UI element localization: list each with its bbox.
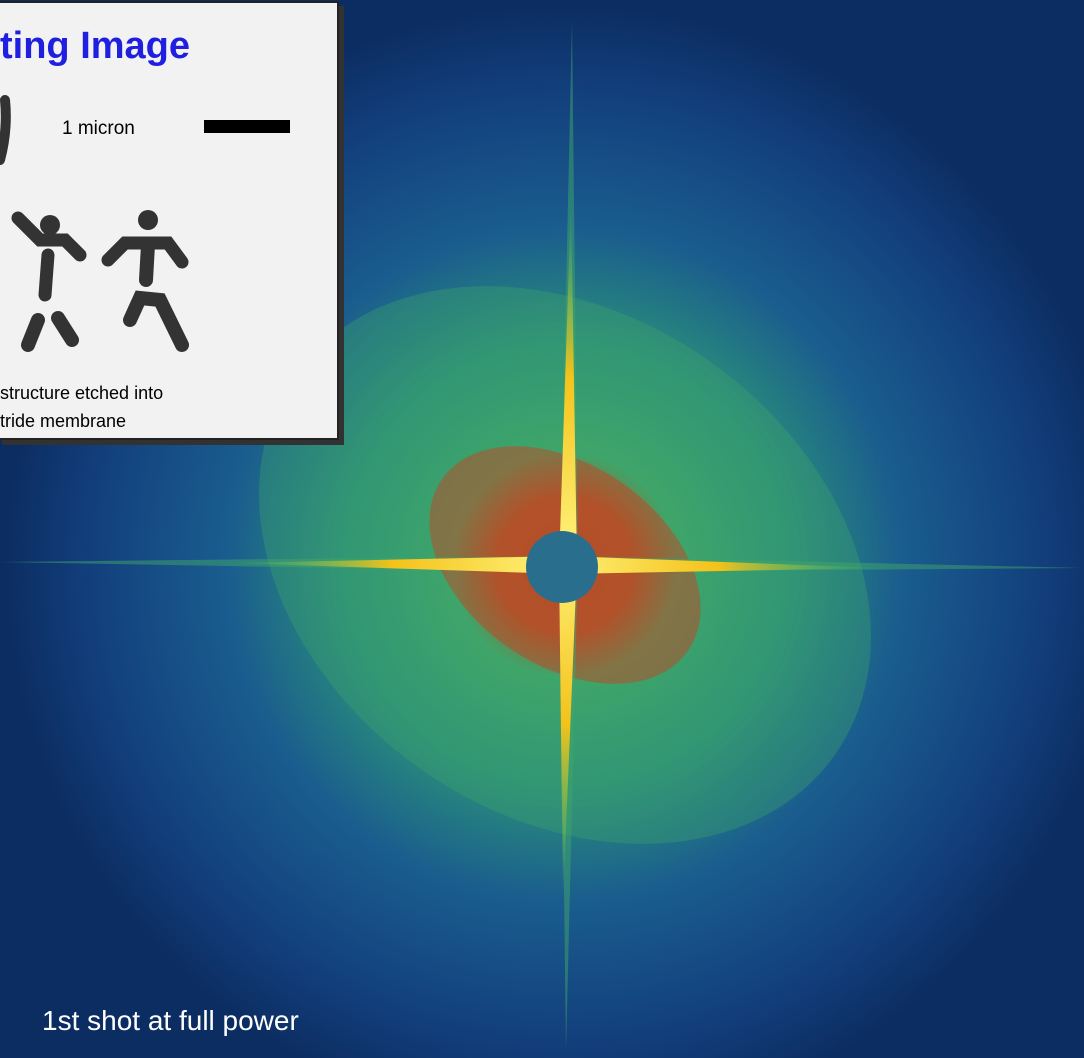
diffraction-image: ting Image 1 micron structure etched int… <box>0 0 1084 1058</box>
inset-caption-line: structure etched into <box>0 383 163 403</box>
inset-title: ting Image <box>0 25 190 67</box>
beam-stop <box>526 531 598 603</box>
image-caption: 1st shot at full power <box>42 1005 299 1036</box>
scale-bar <box>204 120 290 133</box>
page: ting Image 1 micron structure etched int… <box>0 0 1084 1058</box>
inset-caption-line: tride membrane <box>0 411 126 431</box>
scale-label: 1 micron <box>62 118 135 139</box>
